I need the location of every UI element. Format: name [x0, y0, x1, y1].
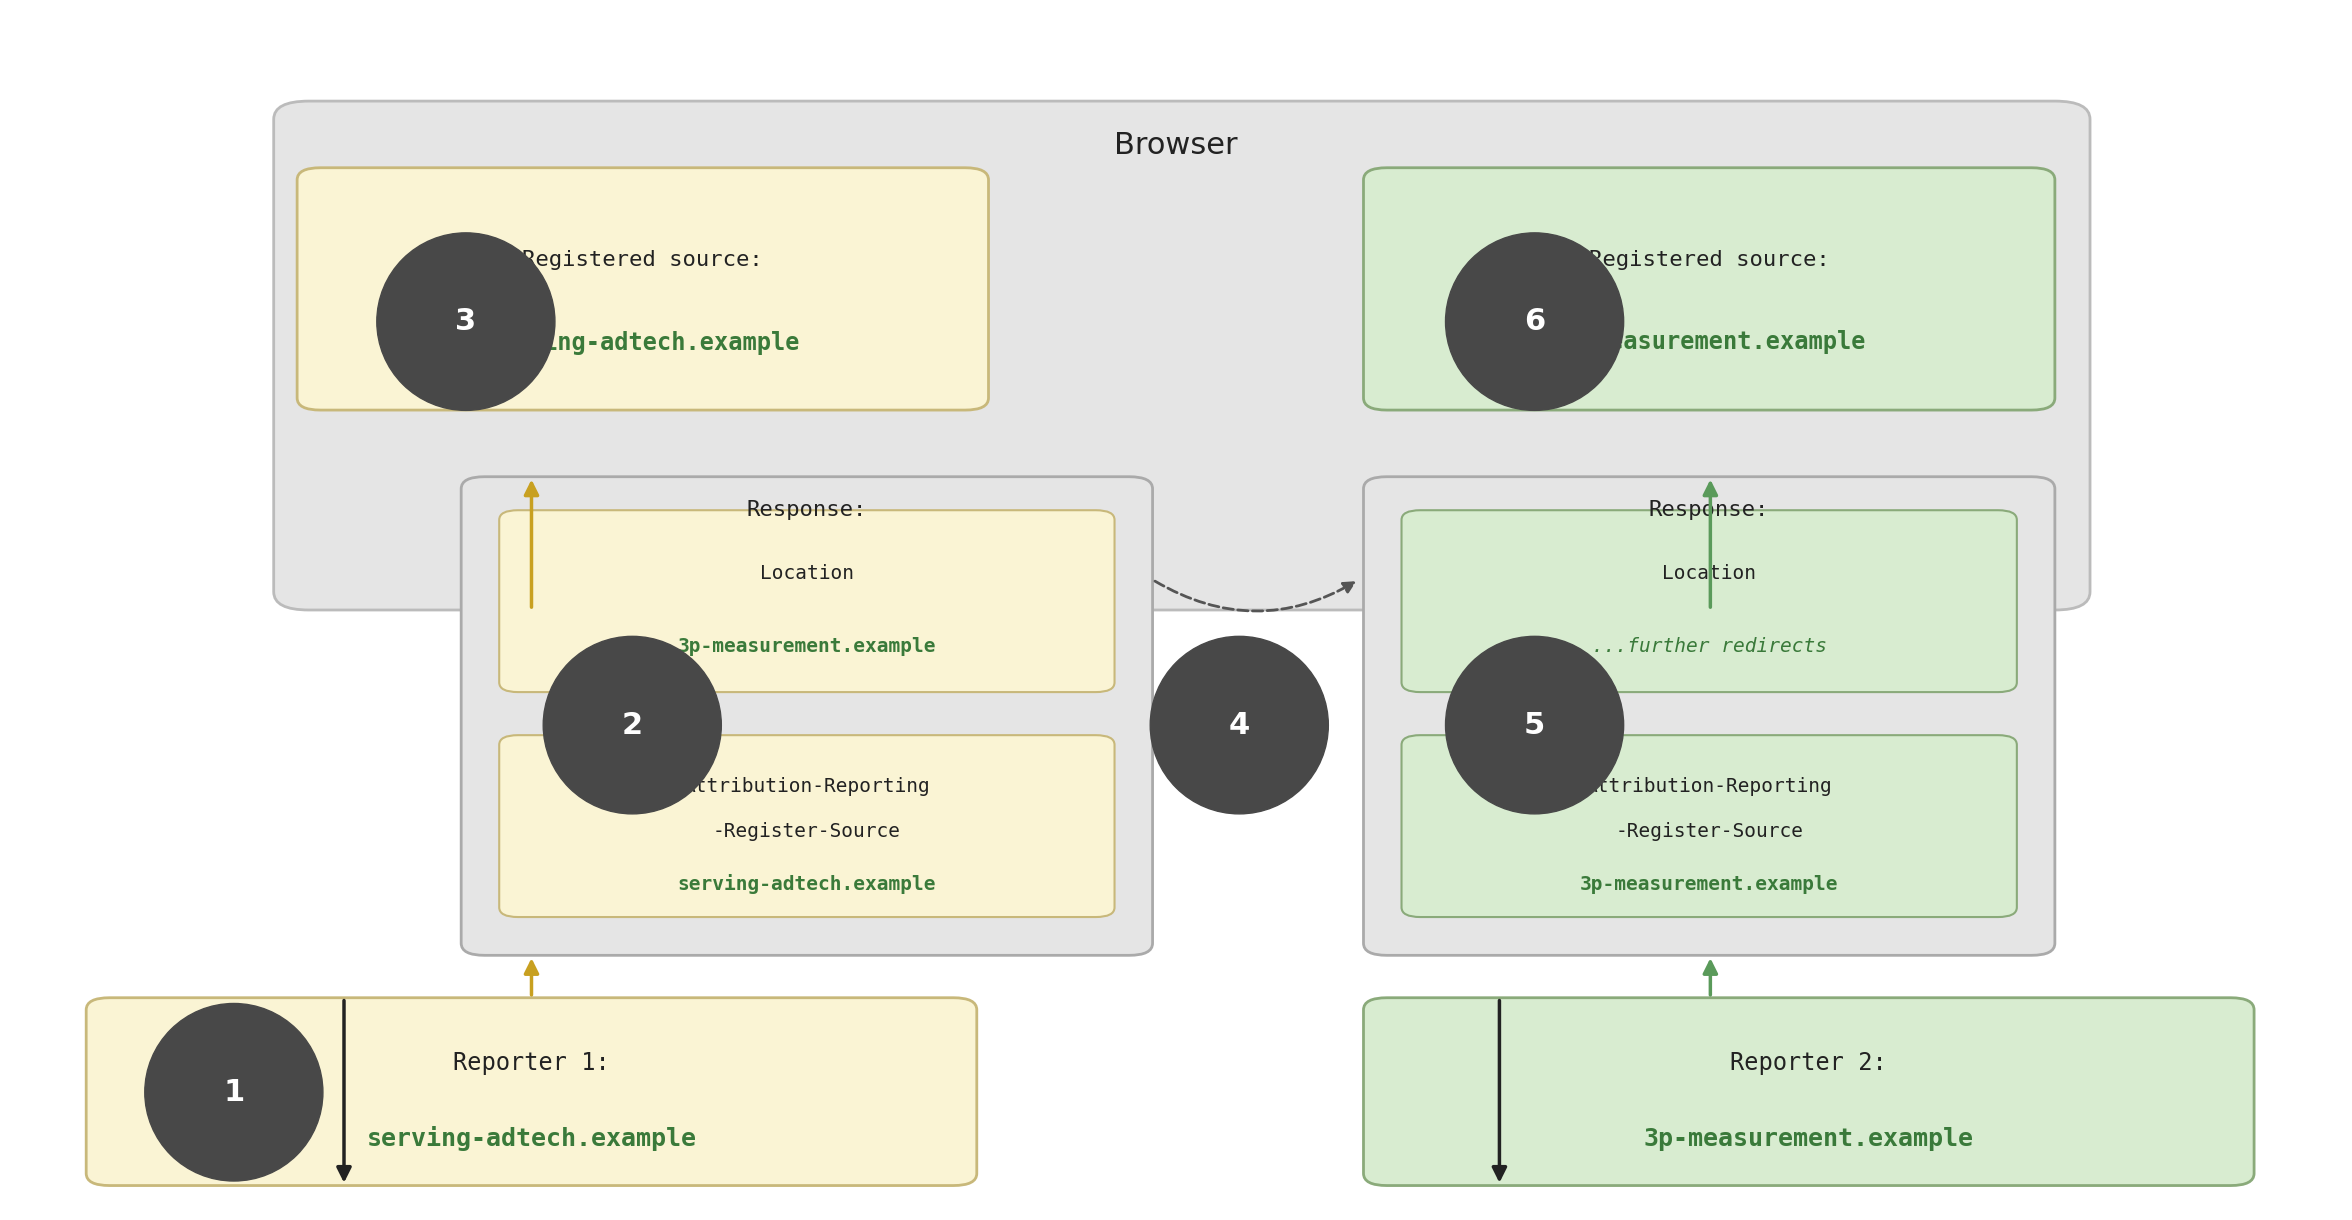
FancyBboxPatch shape	[461, 477, 1152, 955]
FancyBboxPatch shape	[1402, 736, 2018, 917]
Text: 6: 6	[1524, 307, 1545, 337]
Text: 3: 3	[456, 307, 477, 337]
Text: ...further redirects: ...further redirects	[1592, 637, 1828, 656]
FancyBboxPatch shape	[273, 101, 2091, 610]
Text: 3p-measurement.example: 3p-measurement.example	[1644, 1126, 1973, 1150]
Text: Attribution-Reporting: Attribution-Reporting	[684, 777, 931, 795]
Text: Reporter 2:: Reporter 2:	[1731, 1052, 1886, 1076]
Text: serving-adtech.example: serving-adtech.example	[367, 1126, 696, 1152]
Ellipse shape	[1446, 637, 1623, 814]
Text: 1: 1	[223, 1077, 245, 1107]
Text: serving-adtech.example: serving-adtech.example	[487, 329, 800, 355]
Ellipse shape	[543, 637, 722, 814]
Text: 3p-measurement.example: 3p-measurement.example	[1552, 331, 1865, 354]
Text: 2: 2	[621, 710, 642, 739]
Text: Response:: Response:	[1649, 500, 1769, 520]
Text: Location: Location	[1663, 565, 1757, 583]
FancyBboxPatch shape	[499, 736, 1115, 917]
Ellipse shape	[146, 1004, 322, 1181]
FancyBboxPatch shape	[87, 998, 976, 1186]
Ellipse shape	[376, 233, 555, 410]
Text: Reporter 1:: Reporter 1:	[454, 1052, 609, 1076]
Text: 3p-measurement.example: 3p-measurement.example	[1581, 875, 1839, 894]
Text: 3p-measurement.example: 3p-measurement.example	[677, 637, 936, 656]
Text: serving-adtech.example: serving-adtech.example	[677, 875, 936, 894]
Text: Registered source:: Registered source:	[1590, 250, 1830, 270]
Text: Location: Location	[760, 565, 854, 583]
Text: Response:: Response:	[746, 500, 868, 520]
Text: Registered source:: Registered source:	[522, 250, 762, 270]
FancyBboxPatch shape	[499, 510, 1115, 692]
Text: Attribution-Reporting: Attribution-Reporting	[1585, 777, 1832, 795]
FancyBboxPatch shape	[1364, 167, 2056, 410]
Text: 4: 4	[1228, 710, 1249, 739]
FancyBboxPatch shape	[1364, 477, 2056, 955]
Text: Browser: Browser	[1115, 132, 1237, 160]
Ellipse shape	[1446, 233, 1623, 410]
FancyBboxPatch shape	[296, 167, 988, 410]
Text: -Register-Source: -Register-Source	[1616, 822, 1804, 841]
FancyBboxPatch shape	[1402, 510, 2018, 692]
FancyArrowPatch shape	[1155, 581, 1355, 611]
FancyBboxPatch shape	[1364, 998, 2253, 1186]
Text: 5: 5	[1524, 710, 1545, 739]
Text: -Register-Source: -Register-Source	[713, 822, 901, 841]
Ellipse shape	[1150, 637, 1329, 814]
